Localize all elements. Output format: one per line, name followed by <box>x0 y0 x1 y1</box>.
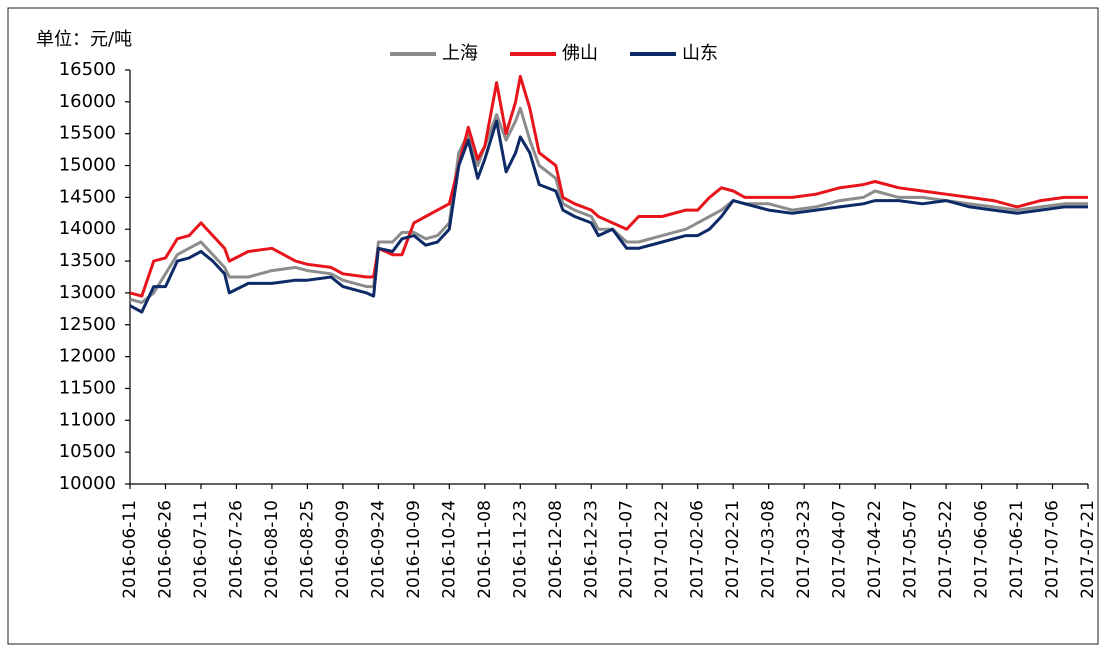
x-tick-label: 2016-09-24 <box>368 500 388 599</box>
x-tick-label: 2017-04-07 <box>830 500 850 599</box>
x-tick-label: 2017-06-21 <box>1007 500 1027 599</box>
y-tick-label: 15500 <box>59 123 116 144</box>
legend-label: 上海 <box>442 43 478 64</box>
x-tick-label: 2017-03-23 <box>794 500 814 599</box>
frame <box>7 7 1099 645</box>
x-tick-label: 2017-02-21 <box>723 500 743 599</box>
legend-label: 山东 <box>682 43 718 64</box>
y-tick-label: 12000 <box>59 346 116 367</box>
x-tick-label: 2017-05-07 <box>901 500 921 599</box>
x-tick-label: 2017-02-06 <box>688 500 708 599</box>
x-tick-label: 2017-06-06 <box>972 500 992 599</box>
x-tick-label: 2017-05-22 <box>936 500 956 599</box>
y-tick-label: 13000 <box>59 282 116 303</box>
x-tick-label: 2016-12-23 <box>581 500 601 599</box>
series-line <box>129 106 1088 304</box>
x-tick-label: 2016-09-09 <box>333 500 353 599</box>
x-tick-label: 2016-08-10 <box>262 500 282 599</box>
y-tick-label: 16000 <box>59 91 116 112</box>
chart-title: 单位：元/吨 <box>36 29 132 50</box>
x-tick-label: 2016-07-26 <box>226 500 246 599</box>
x-tick-label: 2016-10-24 <box>439 500 459 599</box>
y-tick-label: 10000 <box>59 473 116 494</box>
legend-label: 佛山 <box>562 43 598 64</box>
y-tick-label: 15000 <box>59 155 116 176</box>
y-tick-label: 14000 <box>59 218 116 239</box>
y-tick-label: 11000 <box>59 409 116 430</box>
x-tick-label: 2017-03-08 <box>759 500 779 599</box>
y-tick-label: 10500 <box>59 441 116 462</box>
x-tick-label: 2017-01-22 <box>652 500 672 599</box>
x-tick-label: 2016-06-11 <box>120 500 140 599</box>
x-tick-label: 2016-12-08 <box>546 500 566 599</box>
y-tick-label: 11500 <box>59 377 116 398</box>
series-line <box>129 74 1088 298</box>
x-tick-label: 2017-01-07 <box>617 500 637 599</box>
y-tick-label: 14500 <box>59 186 116 207</box>
x-tick-label: 2016-06-26 <box>155 500 175 599</box>
y-tick-label: 13500 <box>59 250 116 271</box>
y-tick-label: 12500 <box>59 314 116 335</box>
x-tick-label: 2017-07-21 <box>1078 500 1098 599</box>
x-tick-label: 2017-04-22 <box>865 500 885 599</box>
x-tick-label: 2016-07-11 <box>191 500 211 599</box>
y-tick-label: 16500 <box>59 59 116 80</box>
x-tick-label: 2016-11-08 <box>475 500 495 599</box>
x-tick-label: 2016-08-25 <box>297 500 317 599</box>
x-tick-label: 2016-10-09 <box>404 500 424 599</box>
x-tick-label: 2017-07-06 <box>1043 500 1063 599</box>
series-line <box>129 119 1088 314</box>
x-tick-label: 2016-11-23 <box>510 500 530 599</box>
